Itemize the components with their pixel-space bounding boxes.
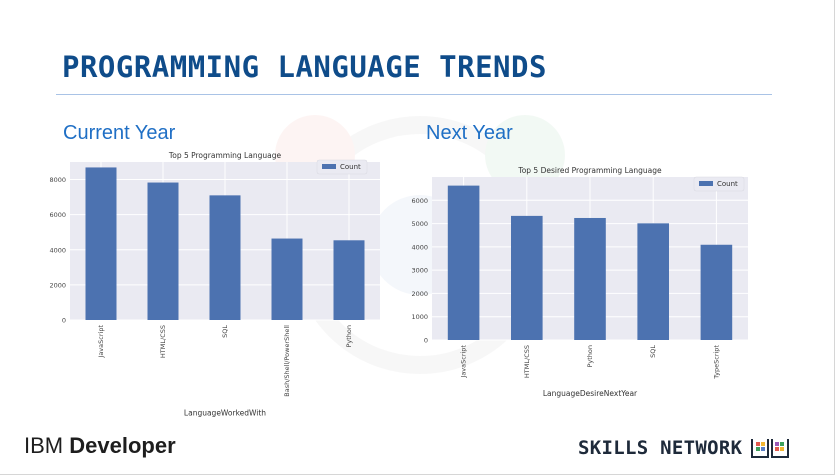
current-year-label: Current Year	[63, 122, 176, 144]
next-year-label: Next Year	[426, 122, 513, 144]
y-tick-label: 6000	[411, 197, 428, 205]
chart-current-year-svg: 0 2000 4000 6000 8000 JavaScript HTML/CSS SQL Ba…	[49, 151, 380, 418]
y-tick-label: 2000	[411, 290, 428, 298]
x-tick-label: Bash/Shell/PowerShell	[283, 325, 291, 397]
legend-label: Count	[717, 180, 738, 188]
x-tick-label: Python	[586, 345, 594, 368]
legend-box	[316, 159, 368, 175]
x-axis-label: LanguageDesireNextYear	[543, 389, 638, 398]
y-tick-label: 8000	[49, 176, 66, 184]
chart-title: Top 5 Programming Language	[168, 151, 282, 160]
y-tick-label: 4000	[49, 246, 66, 254]
bar-html-css	[511, 215, 543, 340]
legend-label: Count	[340, 163, 361, 171]
chart-next-year: 0 1000 2000 3000 4000 5000 6000 JavaScript HTML/…	[400, 163, 760, 403]
bar-sql	[637, 223, 669, 340]
bar-javascript	[447, 185, 480, 340]
bar-javascript	[85, 167, 117, 320]
x-tick-label: JavaScript	[460, 345, 468, 379]
chart-current-year: 0 2000 4000 6000 8000 JavaScript HTML/CSS SQL Ba…	[40, 148, 380, 423]
brand-ibm-text: IBM	[24, 433, 64, 458]
legend-swatch	[322, 164, 336, 169]
legend-swatch	[699, 181, 713, 186]
x-axis-label: LanguageWorkedWith	[184, 409, 266, 418]
x-tick-label: SQL	[649, 345, 657, 358]
y-tick-label: 5000	[411, 220, 428, 228]
chart-next-year-svg: 0 1000 2000 3000 4000 5000 6000 JavaScript HTML/…	[411, 166, 748, 398]
page-title: PROGRAMMING LANGUAGE TRENDS	[62, 50, 547, 84]
brand-developer-text: Developer	[69, 433, 176, 458]
skills-network-book-icon	[751, 439, 790, 458]
x-tick-label: HTML/CSS	[523, 345, 531, 378]
y-tick-label: 3000	[411, 267, 428, 275]
bar-sql	[209, 195, 241, 320]
bar-html-css	[147, 182, 179, 320]
y-tick-label: 2000	[49, 281, 66, 289]
y-tick-label: 0	[62, 317, 66, 325]
title-divider	[56, 94, 772, 95]
x-tick-label: SQL	[221, 325, 229, 338]
chart-title: Top 5 Desired Programming Language	[517, 166, 662, 175]
skills-network-text: SKILLS NETWORK	[578, 437, 743, 459]
x-tick-label: JavaScript	[97, 325, 105, 359]
y-tick-label: 1000	[411, 313, 428, 321]
ibm-developer-logo: IBM Developer	[24, 433, 176, 459]
legend-box	[693, 176, 745, 192]
bar-python	[333, 240, 365, 320]
y-tick-label: 6000	[49, 211, 66, 219]
y-tick-label: 4000	[411, 243, 428, 251]
bar-typescript	[700, 244, 733, 340]
x-tick-label: HTML/CSS	[159, 325, 167, 358]
y-tick-label: 0	[424, 337, 428, 345]
skills-network-logo: SKILLS NETWORK	[578, 436, 790, 460]
bar-bash-shell-powershell	[271, 238, 303, 320]
x-tick-label: Python	[345, 325, 353, 348]
x-tick-label: TypeScript	[712, 345, 720, 380]
bar-python	[574, 217, 606, 340]
